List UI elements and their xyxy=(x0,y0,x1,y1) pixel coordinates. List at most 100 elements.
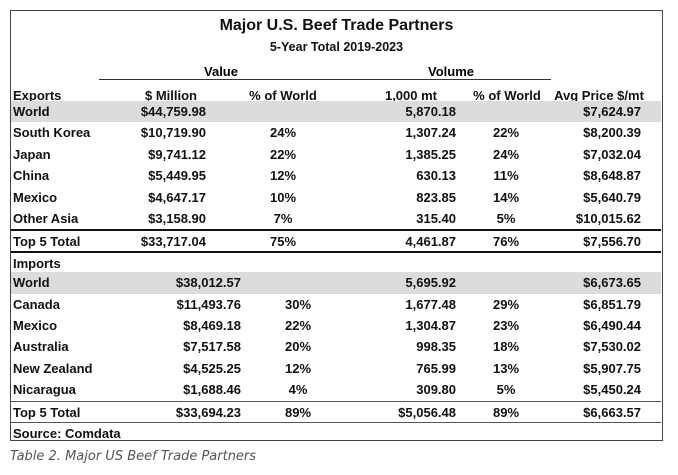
value-pct-world: 10% xyxy=(269,189,297,205)
header-pct-value: % of World xyxy=(249,88,317,103)
table-row: New Zealand $4,525.25 12% 765.99 13% $5,907.7… xyxy=(11,358,661,379)
row-label: China xyxy=(13,168,50,184)
group-underline xyxy=(99,79,551,80)
row-label: World xyxy=(13,104,50,119)
volume-pct-world: 22% xyxy=(492,125,520,141)
header-million: $ Million xyxy=(145,88,197,103)
volume-pct-world: 24% xyxy=(492,146,520,162)
imports-section-row: Imports xyxy=(11,250,661,272)
table-row: World $44,759.98 5,870.18 $7,624.97 xyxy=(11,101,661,123)
avg-price: $8,200.39 xyxy=(583,125,641,141)
value-million: $5,449.95 xyxy=(148,168,206,184)
volume-pct-world: 14% xyxy=(492,189,520,205)
avg-price: $8,648.87 xyxy=(583,168,641,184)
table-row: South Korea $10,719.90 24% 1,307.24 22% $8,20… xyxy=(11,122,661,143)
table-row: Mexico $4,647.17 10% 823.85 14% $5,640.79 xyxy=(11,187,661,208)
volume-1000mt: 1,385.25 xyxy=(405,146,456,162)
row-label: Top 5 Total xyxy=(13,234,81,250)
value-million: $1,688.46 xyxy=(183,382,241,398)
value-million: $8,469.18 xyxy=(183,318,241,333)
volume-pct-world: 18% xyxy=(492,339,520,355)
source-note: Source: Comdata xyxy=(13,426,121,441)
volume-1000mt: 315.40 xyxy=(416,211,456,226)
row-label: Other Asia xyxy=(13,211,79,226)
table-caption: Table 2. Major US Beef Trade Partners xyxy=(10,449,257,464)
table-row: World $38,012.57 5,695.92 $6,673.65 xyxy=(11,272,661,294)
table-row: Mexico $8,469.18 22% 1,304.87 23% $6,490.44 xyxy=(11,315,661,336)
row-label: Japan xyxy=(13,146,51,162)
table-row: Nicaragua $1,688.46 4% 309.80 5% $5,450.24 xyxy=(11,379,661,400)
volume-pct-world: 76% xyxy=(492,234,520,250)
volume-1000mt: 4,461.87 xyxy=(405,234,456,250)
value-million: $4,525.25 xyxy=(183,360,241,376)
volume-1000mt: 5,870.18 xyxy=(405,104,456,119)
avg-price: $5,640.79 xyxy=(583,189,641,205)
avg-price: $7,624.97 xyxy=(583,104,641,119)
value-pct-world: 22% xyxy=(284,318,312,333)
table-row: Japan $9,741.12 22% 1,385.25 24% $7,032.04 xyxy=(11,144,661,165)
value-pct-world: 75% xyxy=(269,234,297,250)
row-label: South Korea xyxy=(13,125,91,141)
row-label: Australia xyxy=(13,339,69,355)
value-million: $7,517.58 xyxy=(183,339,241,355)
value-million: $33,694.23 xyxy=(175,404,241,420)
avg-price: $7,530.02 xyxy=(583,339,641,355)
volume-1000mt: 630.13 xyxy=(416,168,456,184)
header-exports: Exports xyxy=(13,88,62,103)
volume-pct-world: 5% xyxy=(496,211,516,226)
value-pct-world: 12% xyxy=(284,360,312,376)
value-pct-world: 30% xyxy=(284,296,312,312)
value-million: $11,493.76 xyxy=(176,296,241,312)
volume-1000mt: 5,695.92 xyxy=(405,275,456,291)
row-label: World xyxy=(13,275,50,291)
volume-1000mt: 765.99 xyxy=(416,360,456,376)
avg-price: $7,032.04 xyxy=(583,146,641,162)
row-label: Nicaragua xyxy=(13,382,76,398)
row-label: New Zealand xyxy=(13,360,93,376)
value-pct-world: 7% xyxy=(273,211,293,226)
table-subtitle: 5-Year Total 2019-2023 xyxy=(269,40,404,54)
table-title: Major U.S. Beef Trade Partners xyxy=(219,17,454,34)
header-volume: 1,000 mt xyxy=(384,88,438,103)
value-million: $38,012.57 xyxy=(175,275,241,291)
group-header-value: Value xyxy=(204,64,238,79)
value-million: $33,717.04 xyxy=(140,234,206,250)
table-row: Canada $11,493.76 30% 1,677.48 29% $6,851.79 xyxy=(11,294,661,315)
avg-price: $6,673.65 xyxy=(583,275,641,291)
value-million: $3,158.90 xyxy=(148,211,206,226)
volume-pct-world: 11% xyxy=(493,168,519,184)
row-label: Top 5 Total xyxy=(13,404,81,420)
volume-1000mt: 1,677.48 xyxy=(405,296,456,312)
value-pct-world: 12% xyxy=(269,168,297,184)
volume-1000mt: 1,307.24 xyxy=(405,125,456,141)
imports-label: Imports xyxy=(13,255,61,271)
value-pct-world: 4% xyxy=(288,382,308,398)
value-pct-world: 22% xyxy=(269,146,297,162)
header-price: Avg Price $/mt xyxy=(554,88,644,103)
volume-1000mt: 998.35 xyxy=(416,339,456,355)
volume-pct-world: 89% xyxy=(492,404,520,420)
volume-1000mt: 309.80 xyxy=(416,382,456,398)
table-row: China $5,449.95 12% 630.13 11% $8,648.87 xyxy=(11,165,661,186)
avg-price: $6,663.57 xyxy=(583,404,641,420)
header-row: Exports $ Million % of World 1,000 mt % … xyxy=(11,85,661,106)
volume-pct-world: 29% xyxy=(492,296,520,312)
table-row: Australia $7,517.58 20% 998.35 18% $7,530.02 xyxy=(11,336,661,357)
value-million: $4,647.17 xyxy=(148,189,206,205)
row-label: Mexico xyxy=(13,189,58,205)
value-pct-world: 24% xyxy=(269,125,297,141)
beef-trade-table: Major U.S. Beef Trade Partners 5-Year To… xyxy=(10,10,663,441)
row-label: Canada xyxy=(13,296,60,312)
group-header-volume: Volume xyxy=(428,64,474,79)
table-row: Top 5 Total $33,717.04 75% 4,461.87 76% $7,55… xyxy=(11,229,661,250)
header-pct-volume: % of World xyxy=(473,88,541,103)
table-row: Top 5 Total $33,694.23 89% $5,056.48 89% $6,6… xyxy=(11,400,661,422)
avg-price: $10,015.62 xyxy=(575,211,641,226)
value-pct-world: 20% xyxy=(284,339,312,355)
value-million: $10,719.90 xyxy=(140,125,206,141)
volume-1000mt: 823.85 xyxy=(416,189,456,205)
avg-price: $6,851.79 xyxy=(583,296,641,312)
avg-price: $5,907.75 xyxy=(583,360,641,376)
avg-price: $7,556.70 xyxy=(583,234,641,250)
value-million: $44,759.98 xyxy=(140,104,206,119)
